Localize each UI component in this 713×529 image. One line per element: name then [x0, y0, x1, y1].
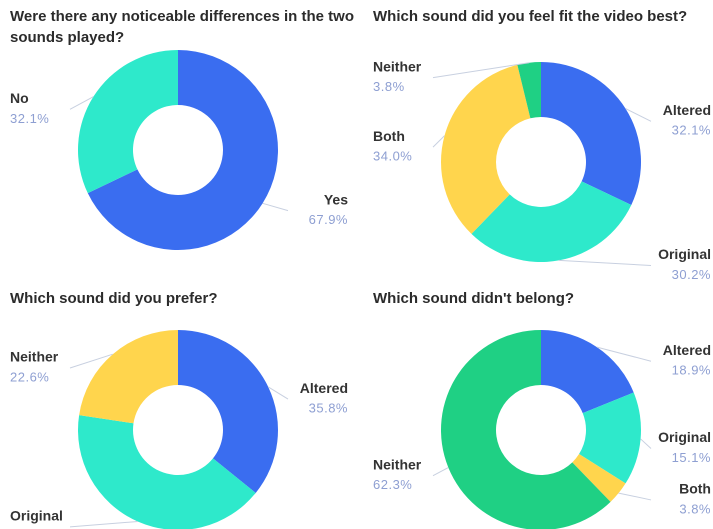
donut-slice — [579, 392, 641, 484]
slice-value: 3.8% — [679, 501, 711, 516]
slice-value: 15.1% — [672, 450, 711, 465]
leader-line — [432, 467, 449, 477]
slice-label: No — [10, 90, 29, 106]
slice-label: Both — [679, 481, 711, 497]
slice-label: Neither — [373, 58, 422, 74]
donut-slice — [541, 330, 634, 414]
slice-value: 3.8% — [373, 79, 405, 94]
leader-line — [625, 108, 652, 122]
slice-label: Both — [373, 128, 405, 144]
chart-title: Which sound didn't belong? — [373, 290, 575, 307]
donut-slice — [517, 62, 541, 119]
slice-value: 67.9% — [309, 212, 348, 227]
chart-title: Were there any noticeable differences in… — [10, 8, 354, 46]
donut-slice — [541, 62, 642, 205]
leader-line — [640, 438, 652, 449]
donut-slice — [79, 330, 178, 424]
donut-slice — [441, 330, 611, 529]
leader-line — [69, 521, 138, 528]
slice-label: Original — [658, 429, 711, 445]
slice-value: 18.9% — [672, 363, 711, 378]
slice-value: 62.3% — [373, 477, 412, 492]
donut-slice — [178, 330, 278, 493]
donut-slice — [77, 50, 178, 194]
slice-label: Altered — [663, 102, 711, 118]
slice-label: Original — [658, 246, 711, 262]
leader-line — [262, 202, 289, 212]
chart-title: Which sound did you feel fit the video b… — [373, 8, 688, 25]
donut-slice — [440, 64, 531, 234]
slice-label: Neither — [373, 456, 422, 472]
slice-label: Yes — [324, 191, 348, 207]
slice-value: 32.1% — [672, 123, 711, 138]
chart-title: Which sound did you prefer? — [10, 290, 218, 307]
slice-value: 22.6% — [10, 369, 49, 384]
leader-line — [267, 386, 289, 400]
slice-label: Original — [10, 508, 63, 524]
leader-line — [558, 259, 652, 266]
leader-line — [69, 96, 94, 110]
donut-slice — [471, 181, 632, 262]
leader-line — [69, 353, 113, 369]
leader-line — [432, 135, 445, 148]
slice-value: 34.0% — [373, 149, 412, 164]
slice-label: Altered — [663, 342, 711, 358]
slice-label: Neither — [10, 349, 59, 365]
slice-value: 35.8% — [309, 401, 348, 416]
slice-label: Altered — [300, 380, 348, 396]
slice-value: 30.2% — [672, 267, 711, 282]
donut-slice — [572, 454, 626, 502]
leader-line — [618, 492, 652, 501]
slice-value: 32.1% — [10, 111, 49, 126]
leader-line — [432, 62, 530, 79]
leader-line — [596, 346, 652, 362]
donut-slice — [87, 50, 278, 250]
donut-slice — [78, 415, 256, 529]
